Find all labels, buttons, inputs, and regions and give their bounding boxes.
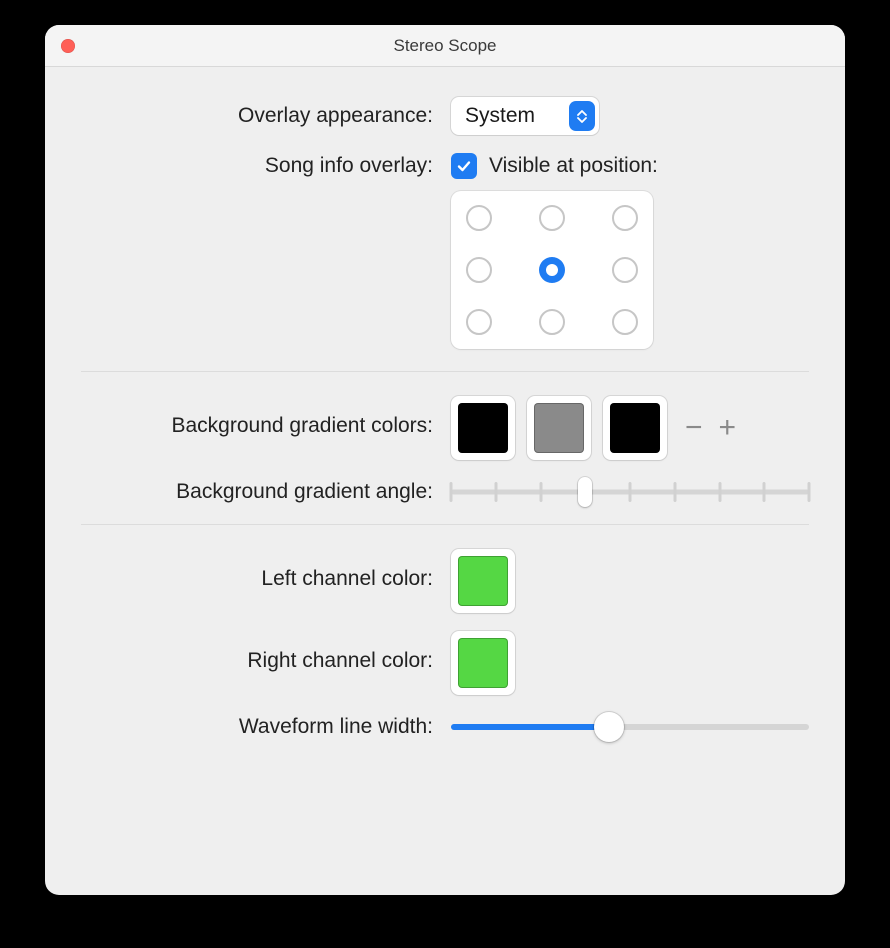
position-grid[interactable] bbox=[451, 191, 653, 349]
song-info-overlay-text: Visible at position: bbox=[489, 154, 658, 178]
row-bg-gradient-colors: Background gradient colors: −+ bbox=[81, 396, 809, 460]
gradient-color-add-remove: −+ bbox=[685, 413, 736, 443]
divider bbox=[81, 524, 809, 525]
color-swatch bbox=[458, 638, 508, 688]
row-position-grid bbox=[81, 191, 809, 349]
position-cell[interactable] bbox=[539, 309, 565, 335]
position-cell[interactable] bbox=[539, 257, 565, 283]
left-channel-color-label: Left channel color: bbox=[81, 549, 451, 591]
row-left-channel-color: Left channel color: bbox=[81, 549, 809, 613]
bg-gradient-angle-slider[interactable] bbox=[451, 478, 809, 506]
slider-thumb[interactable] bbox=[578, 477, 592, 507]
row-bg-gradient-angle: Background gradient angle: bbox=[81, 478, 809, 506]
slider-tick bbox=[450, 482, 453, 502]
position-cell[interactable] bbox=[466, 257, 492, 283]
window-title: Stereo Scope bbox=[45, 36, 845, 56]
dropdown-indicator-icon bbox=[569, 101, 595, 131]
slider-tick bbox=[808, 482, 811, 502]
remove-gradient-color-button[interactable]: − bbox=[685, 413, 703, 443]
bg-gradient-colors-label: Background gradient colors: bbox=[81, 396, 451, 438]
slider-tick bbox=[763, 482, 766, 502]
slider-thumb[interactable] bbox=[594, 712, 624, 742]
preferences-window: Stereo Scope Overlay appearance: System … bbox=[45, 25, 845, 895]
slider-tick bbox=[539, 482, 542, 502]
overlay-appearance-select[interactable]: System bbox=[451, 97, 599, 135]
bg-gradient-color-well[interactable] bbox=[527, 396, 591, 460]
bg-gradient-angle-label: Background gradient angle: bbox=[81, 480, 451, 504]
color-swatch bbox=[458, 556, 508, 606]
song-info-overlay-checkbox[interactable] bbox=[451, 153, 477, 179]
color-swatch bbox=[458, 403, 508, 453]
row-waveform-line-width: Waveform line width: bbox=[81, 713, 809, 741]
position-cell[interactable] bbox=[612, 309, 638, 335]
left-channel-color-well[interactable] bbox=[451, 549, 515, 613]
position-cell[interactable] bbox=[466, 309, 492, 335]
overlay-appearance-label: Overlay appearance: bbox=[81, 104, 451, 128]
divider bbox=[81, 371, 809, 372]
position-cell[interactable] bbox=[466, 205, 492, 231]
waveform-line-width-slider[interactable] bbox=[451, 713, 809, 741]
row-right-channel-color: Right channel color: bbox=[81, 631, 809, 695]
right-channel-color-label: Right channel color: bbox=[81, 631, 451, 673]
position-cell[interactable] bbox=[612, 257, 638, 283]
slider-tick bbox=[673, 482, 676, 502]
slider-tick bbox=[494, 482, 497, 502]
right-channel-color-well[interactable] bbox=[451, 631, 515, 695]
color-swatch bbox=[610, 403, 660, 453]
song-info-overlay-label: Song info overlay: bbox=[81, 154, 451, 178]
window-body: Overlay appearance: System Song info ove… bbox=[45, 67, 845, 779]
bg-gradient-color-well[interactable] bbox=[451, 396, 515, 460]
position-cell[interactable] bbox=[612, 205, 638, 231]
position-cell[interactable] bbox=[539, 205, 565, 231]
row-overlay-appearance: Overlay appearance: System bbox=[81, 97, 809, 135]
add-gradient-color-button[interactable]: + bbox=[719, 413, 737, 443]
window-controls bbox=[61, 39, 75, 53]
slider-fill bbox=[451, 724, 609, 730]
close-window-button[interactable] bbox=[61, 39, 75, 53]
slider-tick bbox=[629, 482, 632, 502]
slider-tick bbox=[718, 482, 721, 502]
bg-gradient-color-well[interactable] bbox=[603, 396, 667, 460]
row-song-info-overlay: Song info overlay: Visible at position: bbox=[81, 153, 809, 179]
color-swatch bbox=[534, 403, 584, 453]
overlay-appearance-value: System bbox=[465, 104, 535, 128]
titlebar: Stereo Scope bbox=[45, 25, 845, 67]
waveform-line-width-label: Waveform line width: bbox=[81, 715, 451, 739]
